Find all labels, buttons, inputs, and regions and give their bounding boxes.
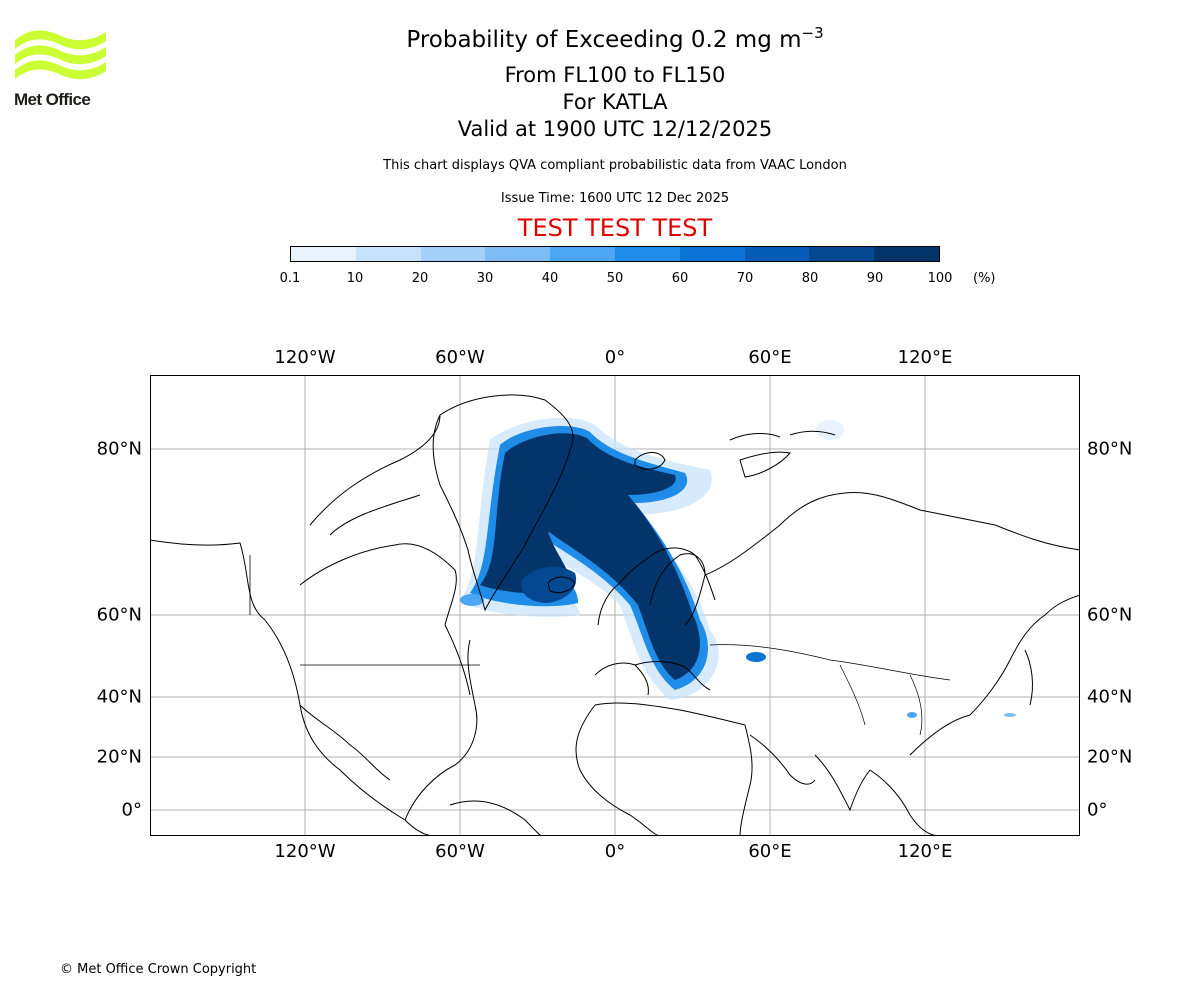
coast-east-asia bbox=[969, 594, 1080, 716]
coast-southeast-asia bbox=[869, 714, 971, 836]
colorbar-segment bbox=[550, 247, 615, 261]
coast-india bbox=[814, 754, 871, 812]
map-panel bbox=[150, 375, 1080, 836]
ash-probability-plume bbox=[460, 417, 1016, 718]
latitude-label: 0° bbox=[121, 799, 142, 821]
ash-spot-caspian bbox=[746, 652, 766, 662]
coast-europe bbox=[594, 547, 716, 696]
coast-scandinavia bbox=[649, 553, 706, 626]
latitude-label: 20°N bbox=[96, 746, 142, 768]
title-exponent: −3 bbox=[801, 24, 824, 42]
longitude-label: 120°E bbox=[897, 347, 953, 368]
longitude-label: 0° bbox=[604, 841, 626, 862]
latitude-label: 40°N bbox=[1087, 686, 1133, 708]
ash-spot-asia-1 bbox=[907, 712, 917, 718]
ash-spot-asia-2 bbox=[1004, 713, 1016, 717]
coast-north-america bbox=[150, 539, 478, 821]
colorbar-segment bbox=[809, 247, 875, 261]
volcano-name: For KATLA bbox=[562, 90, 668, 114]
colorbar-tick-label: 80 bbox=[801, 271, 819, 286]
test-banner: TEST TEST TEST bbox=[517, 214, 713, 242]
colorbar-tick-label: 60 bbox=[671, 271, 689, 286]
colorbar-segment bbox=[291, 247, 356, 261]
coast-africa bbox=[575, 704, 753, 836]
coast-japan bbox=[1024, 649, 1033, 706]
colorbar bbox=[290, 246, 940, 262]
colorbar-segment bbox=[874, 247, 939, 261]
longitude-label: 60°W bbox=[435, 347, 485, 368]
latitude-label: 20°N bbox=[1087, 746, 1133, 768]
colorbar-units: (%) bbox=[973, 271, 996, 286]
longitude-label: 120°E bbox=[897, 841, 953, 862]
colorbar-segment bbox=[614, 247, 680, 261]
colorbar-segment bbox=[485, 247, 551, 261]
latitude-label: 60°N bbox=[96, 604, 142, 626]
longitude-label: 60°E bbox=[748, 347, 792, 368]
longitude-label: 120°W bbox=[274, 347, 336, 368]
copyright: © Met Office Crown Copyright bbox=[60, 962, 257, 977]
coast-mediterranean bbox=[594, 702, 746, 726]
chart-title-text: Probability of Exceeding 0.2 mg m bbox=[406, 27, 802, 53]
colorbar-tick-label: 30 bbox=[476, 271, 494, 286]
issue-time: Issue Time: 1600 UTC 12 Dec 2025 bbox=[500, 191, 730, 206]
coast-greenland bbox=[432, 394, 574, 612]
latitude-label: 60°N bbox=[1087, 604, 1133, 626]
met-office-logo: Met Office bbox=[14, 28, 109, 112]
longitude-label: 0° bbox=[604, 347, 626, 368]
coast-svalbard bbox=[634, 452, 666, 470]
logo-wordmark: Met Office bbox=[14, 90, 91, 109]
latitude-label: 40°N bbox=[96, 686, 142, 708]
ash-plume-core bbox=[480, 433, 700, 680]
longitude-label: 60°E bbox=[748, 841, 792, 862]
chart-title: Probability of Exceeding 0.2 mg m−3 bbox=[15, 24, 1200, 54]
coast-arabia bbox=[749, 734, 816, 785]
met-office-wave-icon bbox=[15, 30, 106, 80]
colorbar-tick-label: 0.1 bbox=[279, 271, 301, 286]
flight-levels: From FL100 to FL150 bbox=[504, 63, 726, 87]
latitude-label: 80°N bbox=[1087, 438, 1133, 460]
ash-spot-arctic bbox=[816, 420, 844, 440]
colorbar-tick-label: 50 bbox=[606, 271, 624, 286]
colorbar-segment bbox=[744, 247, 810, 261]
map-canvas bbox=[150, 375, 1080, 836]
borders-eurasia bbox=[709, 644, 951, 736]
ash-spot-atlantic bbox=[460, 594, 484, 606]
colorbar-segment bbox=[679, 247, 745, 261]
colorbar-tick-label: 10 bbox=[346, 271, 364, 286]
colorbar-tick-label: 40 bbox=[541, 271, 559, 286]
colorbar-tick-label: 90 bbox=[866, 271, 884, 286]
latitude-label: 0° bbox=[1087, 799, 1108, 821]
coastlines bbox=[150, 394, 1080, 836]
chart-description: This chart displays QVA compliant probab… bbox=[383, 158, 847, 173]
coast-iceland bbox=[547, 576, 576, 594]
longitude-label: 60°W bbox=[435, 841, 485, 862]
colorbar-tick-label: 70 bbox=[736, 271, 754, 286]
coast-mexico bbox=[299, 704, 391, 781]
coast-canada-arctic bbox=[299, 414, 471, 696]
coast-novaya-zemlya bbox=[739, 451, 791, 478]
colorbar-tick-label: 20 bbox=[411, 271, 429, 286]
coast-siberia bbox=[704, 491, 1080, 576]
colorbar-tick-label: 100 bbox=[927, 271, 953, 286]
latitude-label: 80°N bbox=[96, 438, 142, 460]
coast-south-america bbox=[404, 800, 543, 836]
colorbar-segment bbox=[420, 247, 486, 261]
colorbar-segment bbox=[355, 247, 421, 261]
valid-time: Valid at 1900 UTC 12/12/2025 bbox=[457, 117, 773, 141]
coast-arctic-islands bbox=[729, 430, 836, 441]
longitude-label: 120°W bbox=[274, 841, 336, 862]
